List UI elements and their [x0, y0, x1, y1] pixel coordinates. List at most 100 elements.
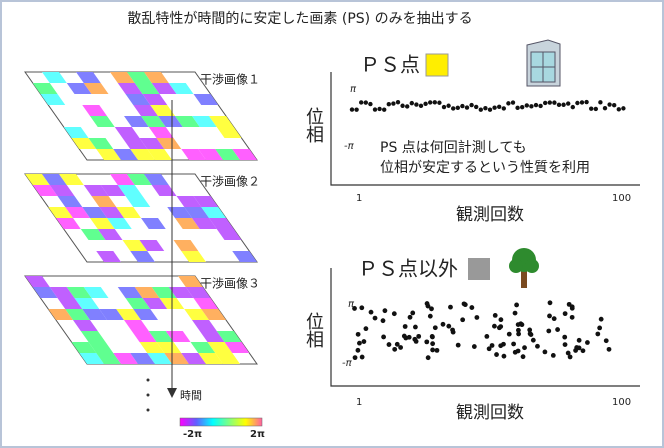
point [594, 107, 598, 111]
point [396, 100, 400, 104]
x-tick: 100 [612, 397, 631, 408]
point [357, 341, 362, 346]
point [387, 102, 391, 106]
point [383, 308, 388, 313]
point [451, 106, 455, 110]
point [528, 331, 533, 336]
point [511, 342, 516, 347]
point [446, 104, 450, 108]
point [487, 346, 492, 351]
point [534, 103, 538, 107]
point [428, 100, 432, 104]
point [570, 315, 575, 320]
point [497, 105, 501, 109]
point [525, 103, 529, 107]
point [398, 345, 403, 350]
point [460, 104, 464, 108]
point [607, 102, 611, 106]
point [520, 322, 525, 327]
point [573, 348, 578, 353]
point [359, 100, 363, 104]
point [535, 344, 540, 349]
point [460, 317, 465, 322]
point [430, 335, 435, 340]
point [387, 342, 392, 347]
point [403, 324, 408, 329]
point [595, 332, 600, 337]
layer-label: 干渉画像１ [200, 72, 260, 87]
point [465, 105, 469, 109]
point [474, 105, 478, 109]
point [373, 107, 377, 111]
point [502, 106, 506, 110]
point [621, 106, 625, 110]
point [352, 306, 357, 311]
point [555, 327, 560, 332]
panel-title: ＰＳ点以外 [358, 257, 458, 281]
point [575, 101, 579, 105]
point [543, 349, 548, 354]
ps-swatch [426, 54, 448, 76]
point [552, 316, 557, 321]
note: 位相が安定するという性質を利用 [380, 160, 590, 176]
point [392, 311, 397, 316]
point [581, 348, 586, 353]
point [493, 313, 498, 318]
point [469, 103, 473, 107]
point [377, 107, 381, 111]
point [391, 101, 395, 105]
point [472, 344, 477, 349]
point [364, 326, 369, 331]
point [580, 100, 584, 104]
point [547, 314, 552, 319]
point [498, 324, 503, 329]
point [448, 305, 453, 310]
y-label: 位相 [303, 312, 324, 348]
point [607, 347, 612, 352]
point [410, 311, 415, 316]
building-icon [527, 40, 560, 86]
point [437, 101, 441, 105]
point [402, 334, 407, 339]
x-label: 観測回数 [456, 205, 524, 225]
point [353, 355, 358, 360]
point [360, 355, 365, 360]
ellipsis [147, 379, 150, 382]
point [585, 340, 590, 345]
point [364, 100, 368, 104]
point [599, 317, 604, 322]
point [515, 106, 519, 110]
title: 散乱特性が時間的に安定した画素 (PS) のみを抽出する [127, 11, 472, 27]
point [492, 324, 497, 329]
point [584, 100, 588, 104]
point [494, 352, 499, 357]
point [563, 342, 568, 347]
point [479, 108, 483, 112]
point [373, 316, 378, 321]
point [400, 104, 404, 108]
point [513, 350, 518, 355]
point [433, 325, 438, 330]
point [562, 335, 567, 340]
point [521, 354, 526, 359]
point [410, 101, 414, 105]
x-tick: 1 [356, 397, 362, 408]
point [502, 354, 507, 359]
point [546, 329, 551, 334]
point [484, 334, 489, 339]
point [548, 300, 553, 305]
point [563, 311, 568, 316]
point [571, 105, 575, 109]
colorbar-min: -2π [183, 429, 202, 440]
point [589, 106, 593, 110]
ellipsis [147, 409, 150, 412]
layer-label: 干渉画像２ [200, 174, 260, 189]
ellipsis [147, 394, 150, 397]
time-label: 時間 [180, 389, 202, 402]
point [450, 328, 455, 333]
point [507, 332, 512, 337]
point [492, 105, 496, 109]
point [488, 107, 492, 111]
point [424, 339, 429, 344]
